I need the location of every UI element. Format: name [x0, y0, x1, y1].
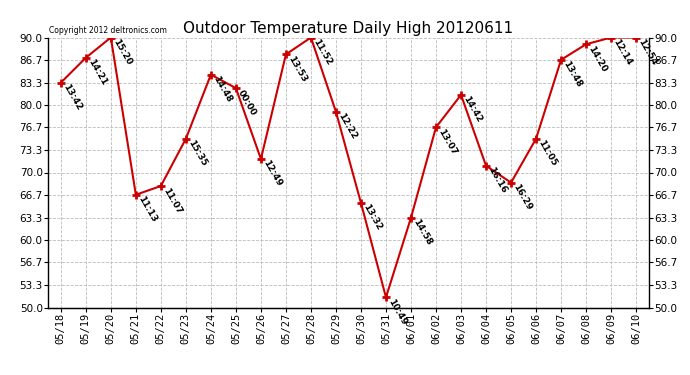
Text: 14:21: 14:21	[86, 58, 108, 87]
Text: 14:42: 14:42	[461, 95, 483, 124]
Text: 11:13: 11:13	[136, 195, 158, 224]
Text: 11:05: 11:05	[536, 139, 558, 168]
Text: 13:07: 13:07	[436, 127, 458, 157]
Text: 14:48: 14:48	[211, 75, 233, 104]
Text: 12:22: 12:22	[336, 112, 358, 141]
Text: 11:52: 11:52	[311, 38, 333, 67]
Text: 12:49: 12:49	[261, 159, 283, 189]
Text: Copyright 2012 deltronics.com: Copyright 2012 deltronics.com	[49, 26, 167, 35]
Text: 16:16: 16:16	[486, 166, 508, 195]
Text: 15:35: 15:35	[186, 139, 208, 168]
Text: 12:54: 12:54	[636, 38, 658, 67]
Text: 15:20: 15:20	[111, 38, 133, 67]
Text: 13:42: 13:42	[61, 83, 83, 112]
Title: Outdoor Temperature Daily High 20120611: Outdoor Temperature Daily High 20120611	[184, 21, 513, 36]
Text: 13:48: 13:48	[561, 60, 583, 89]
Text: 00:00: 00:00	[236, 88, 258, 117]
Text: 13:53: 13:53	[286, 54, 308, 84]
Text: 10:49: 10:49	[386, 297, 408, 327]
Text: 16:29: 16:29	[511, 183, 533, 212]
Text: 11:07: 11:07	[161, 186, 183, 215]
Text: 12:14: 12:14	[611, 38, 633, 67]
Text: 14:20: 14:20	[586, 44, 608, 74]
Text: 14:58: 14:58	[411, 218, 433, 247]
Text: 13:32: 13:32	[361, 203, 383, 232]
